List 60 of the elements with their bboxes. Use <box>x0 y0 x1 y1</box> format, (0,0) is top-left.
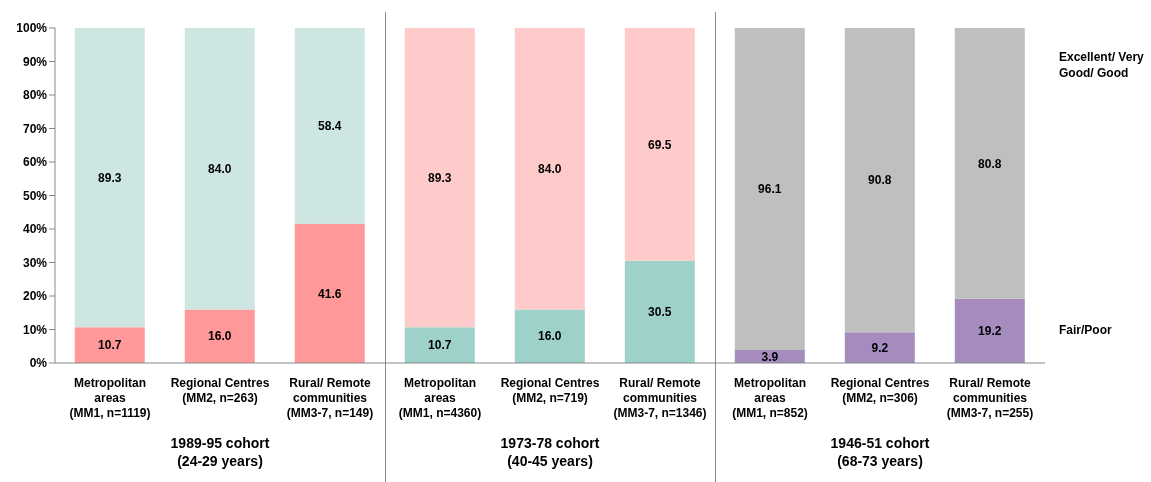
data-label: 16.0 <box>538 329 562 344</box>
bar <box>844 332 915 363</box>
data-label: 80.8 <box>978 156 1002 171</box>
bar <box>184 28 255 310</box>
y-tick-label: 60% <box>22 155 48 170</box>
bar <box>844 28 915 333</box>
bar <box>734 28 805 350</box>
data-label: 9.2 <box>871 340 889 355</box>
y-tick-label: 0% <box>29 356 48 371</box>
data-label: 89.3 <box>428 170 452 185</box>
data-label: 16.0 <box>208 329 232 344</box>
data-label: 58.4 <box>318 119 342 134</box>
data-label: 89.3 <box>98 170 122 185</box>
data-label: 69.5 <box>648 137 672 152</box>
data-label: 10.7 <box>98 338 122 353</box>
bar <box>954 28 1025 299</box>
bar <box>74 28 145 328</box>
bar <box>74 327 145 363</box>
y-tick-label: 20% <box>22 289 48 304</box>
x-tick-label: Metropolitan areas (MM1, n=1119) <box>69 376 151 420</box>
text: Excellent/ Very Good/ Good <box>1059 49 1145 81</box>
y-tick-label: 10% <box>22 322 48 337</box>
data-label: 10.7 <box>428 338 452 353</box>
bar <box>954 298 1025 363</box>
data-label: 96.1 <box>758 182 782 197</box>
text: 1946-51 cohort (68-73 years) <box>829 434 931 470</box>
y-tick-label: 30% <box>22 255 48 270</box>
bar <box>514 28 585 310</box>
bar <box>184 309 255 363</box>
bar <box>514 309 585 363</box>
x-tick-label: Metropolitan areas (MM1, n=852) <box>732 376 808 420</box>
x-tick-label: Rural/ Remote communities (MM3-7, n=1346) <box>613 376 707 420</box>
y-tick-label: 90% <box>22 54 48 69</box>
bar <box>624 28 695 261</box>
y-tick-label: 100% <box>16 21 48 36</box>
bar <box>404 28 475 328</box>
x-tick-label: Metropolitan areas (MM1, n=4360) <box>398 376 482 420</box>
data-label: 84.0 <box>538 161 562 176</box>
bar <box>624 260 695 363</box>
bar <box>404 327 475 363</box>
y-tick-label: 50% <box>22 188 48 203</box>
data-label: 90.8 <box>868 173 892 188</box>
x-tick-label: Rural/ Remote communities (MM3-7, n=149) <box>286 376 374 420</box>
data-label: 19.2 <box>978 324 1002 339</box>
text: 1973-78 cohort (40-45 years) <box>499 434 601 470</box>
x-tick-label: Regional Centres (MM2, n=263) <box>170 376 270 405</box>
x-tick-label: Rural/ Remote communities (MM3-7, n=255) <box>946 376 1034 420</box>
y-tick-label: 80% <box>22 88 48 103</box>
y-tick-label: 70% <box>22 121 48 136</box>
data-label: 30.5 <box>648 305 672 320</box>
data-label: 84.0 <box>208 161 232 176</box>
bar <box>294 28 365 224</box>
data-label: 3.9 <box>761 349 779 364</box>
text: 1989-95 cohort (24-29 years) <box>169 434 271 470</box>
text: Fair/Poor <box>1059 321 1113 338</box>
bar <box>294 223 365 363</box>
x-tick-label: Regional Centres (MM2, n=719) <box>500 376 600 405</box>
x-tick-label: Regional Centres (MM2, n=306) <box>830 376 930 405</box>
data-label: 41.6 <box>318 286 342 301</box>
y-tick-label: 40% <box>22 222 48 237</box>
